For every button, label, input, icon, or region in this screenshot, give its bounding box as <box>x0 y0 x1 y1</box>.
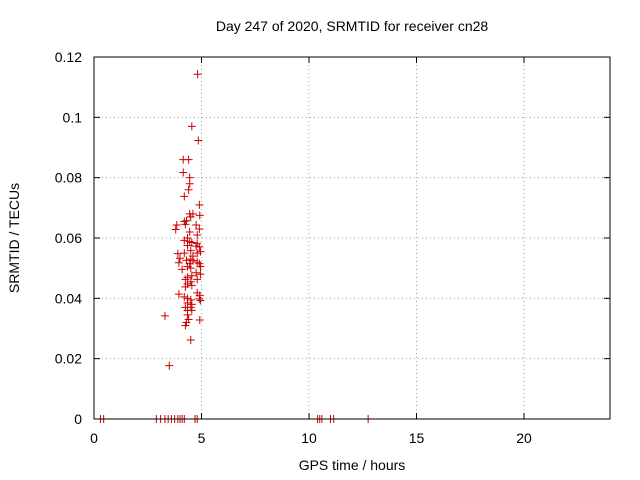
data-point <box>181 220 190 229</box>
data-point <box>183 310 192 319</box>
y-tick-label: 0.1 <box>63 109 83 125</box>
data-point <box>186 335 195 344</box>
data-point <box>187 238 196 247</box>
data-point <box>195 316 204 325</box>
data-point <box>184 185 193 194</box>
y-tick-label: 0 <box>74 411 82 427</box>
data-point <box>187 306 196 315</box>
y-tick-label: 0.02 <box>55 351 82 367</box>
x-tick-label: 10 <box>301 430 317 446</box>
data-point <box>183 234 192 242</box>
data-point <box>178 265 187 274</box>
data-point <box>171 225 180 234</box>
data-point <box>179 168 188 177</box>
data-point <box>194 136 203 145</box>
data-point <box>186 264 195 273</box>
data-point <box>186 295 195 304</box>
data-point <box>181 275 190 284</box>
data-point <box>188 256 197 265</box>
data-point <box>196 262 205 271</box>
data-point <box>160 311 169 320</box>
data-point <box>185 237 194 246</box>
data-point <box>195 294 204 303</box>
data-point <box>192 268 201 277</box>
data-point <box>182 216 191 225</box>
y-tick-label: 0.04 <box>55 290 82 306</box>
data-point <box>193 230 202 239</box>
data-point <box>184 155 193 164</box>
y-tick-label: 0.08 <box>55 170 82 186</box>
plot-border <box>93 56 611 420</box>
data-point <box>186 246 195 255</box>
x-axis-label: GPS time / hours <box>299 457 406 473</box>
data-point <box>176 254 184 263</box>
data-point <box>193 258 202 267</box>
data-point <box>195 200 204 209</box>
data-point <box>173 249 182 258</box>
data-point <box>195 224 204 233</box>
data-point <box>183 279 192 288</box>
x-tick-label: 20 <box>516 430 532 446</box>
data-point <box>165 361 174 370</box>
data-point <box>187 271 196 280</box>
data-point <box>196 270 205 279</box>
x-tick-label: 0 <box>90 430 98 446</box>
data-point <box>188 209 197 218</box>
data-point <box>186 277 195 286</box>
x-tick-label: 15 <box>409 430 425 446</box>
data-point <box>174 290 183 299</box>
data-point <box>196 247 205 256</box>
data-point <box>184 315 193 324</box>
y-tick-label: 0.12 <box>55 49 82 65</box>
data-point <box>192 221 201 230</box>
data-point <box>193 249 202 258</box>
data-point <box>193 70 202 79</box>
ticks: 0 0.02 0.04 0.06 0.08 0.1 0.12 0 5 10 15 20 <box>55 49 610 446</box>
data-point <box>187 281 196 290</box>
chart-title: Day 247 of 2020, SRMTID for receiver cn2… <box>216 18 489 34</box>
data-points <box>96 70 373 423</box>
grid <box>94 57 610 419</box>
data-point <box>196 296 205 305</box>
data-point <box>195 243 204 252</box>
data-point <box>195 211 204 220</box>
data-point <box>185 179 194 188</box>
y-axis-label: SRMTID / TECUs <box>6 183 22 293</box>
x-tick-label: 5 <box>198 430 206 446</box>
data-point <box>187 122 196 131</box>
y-tick-label: 0.06 <box>55 230 82 246</box>
data-point <box>193 275 202 284</box>
data-point <box>180 192 189 201</box>
data-point <box>180 249 189 258</box>
data-point <box>180 292 189 301</box>
data-point <box>185 227 194 236</box>
data-point <box>183 241 192 250</box>
data-point <box>192 242 201 251</box>
data-point <box>172 221 181 230</box>
data-point <box>174 258 183 267</box>
